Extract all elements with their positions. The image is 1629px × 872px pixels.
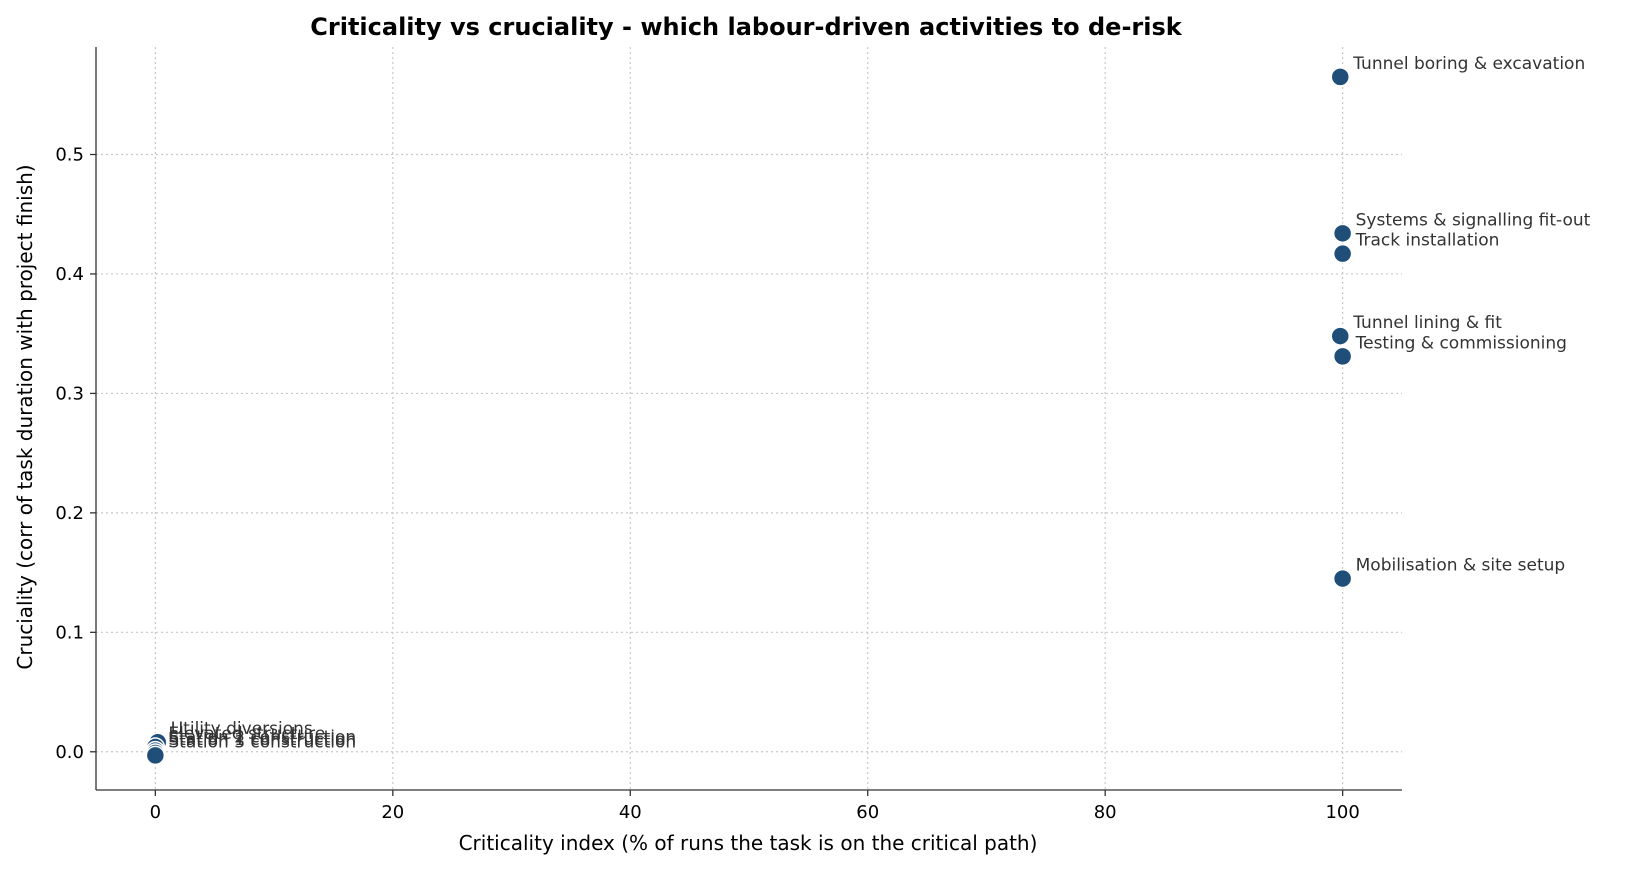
point-label: Station 3 construction: [168, 732, 356, 752]
grid: [96, 47, 1402, 790]
point-label: Tunnel boring & excavation: [1352, 54, 1585, 74]
point-label: Systems & signalling fit-out: [1356, 210, 1591, 230]
x-tick-label: 80: [1094, 802, 1117, 823]
x-tick-label: 100: [1325, 802, 1359, 823]
y-tick-label: 0.5: [55, 145, 84, 166]
y-tick-label: 0.1: [55, 622, 84, 643]
point-label: Elevated structure: [168, 724, 325, 744]
data-points: [145, 67, 1353, 766]
x-tick-label: 40: [619, 802, 642, 823]
axes: [95, 47, 1402, 791]
point-labels: Tunnel boring & excavation Systems & sign…: [168, 54, 1590, 752]
x-tick-label: 60: [856, 802, 879, 823]
ticks: 0 20 40 60 80 100 0.0 0.1 0.2 0.3 0.4 0.5: [55, 145, 1359, 823]
y-tick-label: 0.0: [55, 742, 84, 763]
data-point: [1330, 67, 1351, 87]
point-label: Station 2 construction: [168, 728, 356, 748]
x-tick-label: 0: [150, 802, 161, 823]
data-point: [1332, 346, 1353, 367]
y-tick-label: 0.3: [55, 383, 84, 404]
y-axis-label: Cruciality (corr of task duration with p…: [13, 164, 37, 669]
x-tick-label: 20: [381, 802, 404, 823]
point-label: Track installation: [1355, 231, 1500, 251]
x-axis-label: Criticality index (% of runs the task is…: [459, 831, 1038, 855]
point-label: Mobilisation & site setup: [1356, 556, 1566, 576]
data-point: [1330, 326, 1351, 346]
point-label: Station 1 construction: [168, 730, 356, 750]
point-label: Utility diversions: [171, 719, 313, 739]
point-label: Testing & commissioning: [1355, 333, 1567, 353]
y-tick-label: 0.4: [55, 264, 84, 285]
data-point: [145, 745, 166, 766]
data-point: [1332, 568, 1353, 589]
data-point: [1332, 223, 1353, 244]
chart-title: Criticality vs cruciality - which labour…: [310, 13, 1182, 41]
point-label: Tunnel lining & fit: [1352, 313, 1502, 333]
data-point: [1332, 243, 1353, 264]
y-tick-label: 0.2: [55, 503, 84, 524]
